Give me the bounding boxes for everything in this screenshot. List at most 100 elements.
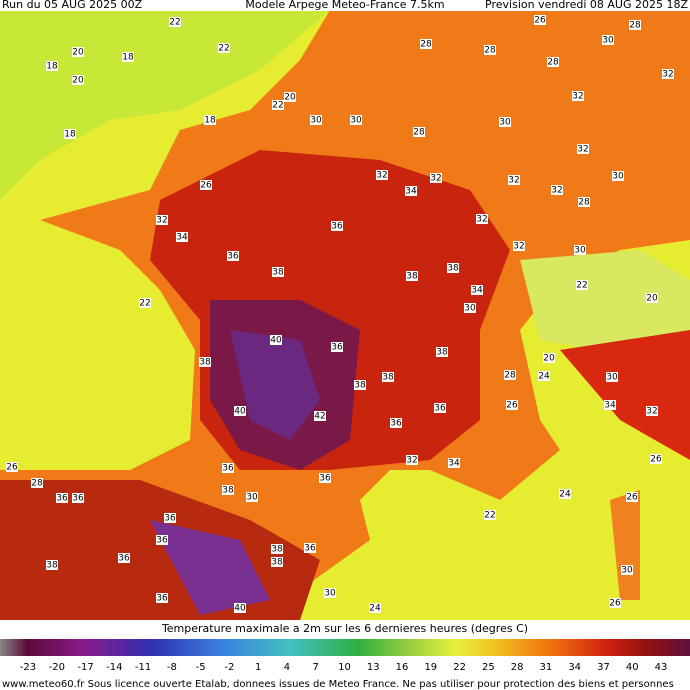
label-box	[176, 232, 188, 242]
contour-label: 32	[662, 70, 673, 80]
label-box	[31, 478, 43, 488]
legend-tick-label: 1	[255, 662, 261, 673]
contour-label: 38	[406, 272, 418, 282]
contour-label: 38	[271, 545, 283, 555]
contour-label: 28	[484, 46, 496, 56]
contour-label: 18	[64, 130, 76, 140]
label-box	[72, 47, 84, 57]
contour-label: 32	[572, 92, 583, 102]
legend-tick-label: 40	[626, 662, 639, 673]
legend-tick-label: 28	[511, 662, 524, 673]
label-box	[246, 492, 258, 502]
label-box	[621, 565, 633, 575]
legend-tick-label: 19	[424, 662, 437, 673]
contour-labels: 22 20 18 18 20 22 22 20 18 18 28 28 26 30 28 32 28 32 30 30…	[6, 15, 674, 614]
contour-label: 24	[559, 490, 571, 500]
label-box	[484, 45, 496, 55]
label-box	[508, 175, 520, 185]
legend-tick-label: -20	[49, 662, 65, 673]
contour-label: 32	[577, 145, 588, 155]
label-box	[547, 57, 559, 67]
label-box	[46, 61, 58, 71]
north-sea	[0, 10, 330, 200]
run-label: Run du 05 AUG 2025 00Z	[2, 0, 143, 11]
contour-label: 32	[646, 407, 657, 417]
contour-label: 18	[204, 116, 216, 126]
label-box	[46, 560, 58, 570]
contour-label: 28	[578, 198, 590, 208]
contour-label: 22	[169, 18, 180, 28]
label-box	[513, 241, 525, 251]
color-bar	[0, 639, 690, 656]
contour-label: 18	[122, 53, 134, 63]
contour-label: 22	[218, 44, 229, 54]
contour-label: 38	[199, 358, 211, 368]
label-box	[376, 170, 388, 180]
contour-label: 28	[629, 21, 641, 31]
label-box	[234, 603, 246, 613]
contour-label: 36	[118, 554, 130, 564]
contour-label: 32	[156, 216, 167, 226]
contour-label: 28	[504, 371, 516, 381]
contour-label: 30	[621, 566, 633, 576]
contour-label: 20	[543, 354, 555, 364]
contour-label: 26	[650, 455, 662, 465]
label-box	[504, 370, 516, 380]
label-box	[602, 35, 614, 45]
label-box	[156, 535, 168, 545]
contour-label: 32	[406, 456, 417, 466]
label-box	[420, 39, 432, 49]
contour-label: 20	[72, 48, 84, 58]
label-box	[406, 455, 418, 465]
legend-tick-label: 31	[540, 662, 553, 673]
contour-label: 28	[547, 58, 559, 68]
label-box	[304, 543, 316, 553]
contour-label: 36	[164, 514, 176, 524]
label-box	[629, 20, 641, 30]
forecast-label: Prevision vendredi 08 AUG 2025 18Z	[485, 0, 688, 11]
legend-tick-label: 7	[313, 662, 319, 673]
contour-label: 36	[222, 464, 234, 474]
label-box	[626, 492, 638, 502]
label-box	[572, 91, 584, 101]
contour-label: 22	[139, 299, 150, 309]
label-box	[650, 454, 662, 464]
label-box	[270, 335, 282, 345]
contour-label: 26	[6, 463, 18, 473]
contour-label: 34	[471, 286, 483, 296]
legend-tick-label: 16	[396, 662, 409, 673]
legend-tick-label: 34	[568, 662, 581, 673]
contour-label: 18	[46, 62, 58, 72]
contour-label: 36	[331, 343, 343, 353]
legend-tick-label: 37	[597, 662, 610, 673]
footer: www.meteo60.fr Sous licence ouverte Etal…	[2, 679, 674, 690]
contour-label: 30	[246, 493, 258, 503]
contour-label: 38	[222, 486, 234, 496]
contour-label: 34	[448, 459, 460, 469]
contour-label: 28	[420, 40, 432, 50]
label-box	[272, 100, 284, 110]
model-label: Modele Arpege Meteo-France 7.5km	[245, 0, 444, 11]
label-box	[72, 493, 84, 503]
contour-label: 36	[156, 594, 168, 604]
contour-label: 26	[200, 181, 212, 191]
contour-label: 40	[234, 604, 246, 614]
label-box	[310, 115, 322, 125]
legend-tick-label: -5	[196, 662, 206, 673]
legend-ticks: -23 -20 -17 -14 -11 -8 -5 -2 1 4 7 10 13 16 19 22 25 28 31…	[20, 662, 668, 673]
label-box	[271, 544, 283, 554]
label-box	[227, 251, 239, 261]
label-box	[72, 75, 84, 85]
extreme-zone	[230, 330, 320, 440]
contour-label: 32	[476, 215, 487, 225]
contour-label: 32	[513, 242, 524, 252]
label-box	[662, 69, 674, 79]
label-box	[204, 115, 216, 125]
contour-label: 38	[447, 264, 459, 274]
contour-label: 30	[464, 304, 476, 314]
contour-label: 38	[271, 558, 283, 568]
contour-label: 30	[606, 373, 618, 383]
label-box	[331, 221, 343, 231]
contour-label: 20	[284, 93, 296, 103]
contour-label: 30	[602, 36, 614, 46]
